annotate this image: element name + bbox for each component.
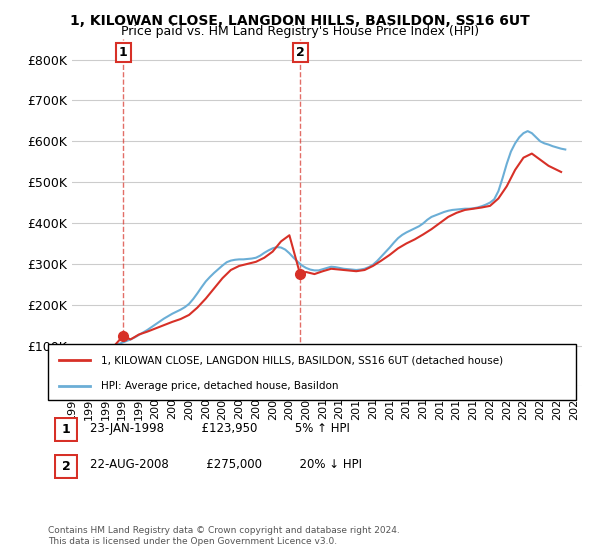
- Text: 1, KILOWAN CLOSE, LANGDON HILLS, BASILDON, SS16 6UT (detached house): 1, KILOWAN CLOSE, LANGDON HILLS, BASILDO…: [101, 355, 503, 365]
- FancyBboxPatch shape: [48, 344, 576, 400]
- Text: Price paid vs. HM Land Registry's House Price Index (HPI): Price paid vs. HM Land Registry's House …: [121, 25, 479, 38]
- Text: 23-JAN-1998          £123,950          5% ↑ HPI: 23-JAN-1998 £123,950 5% ↑ HPI: [90, 422, 350, 435]
- FancyBboxPatch shape: [55, 455, 77, 478]
- Text: 22-AUG-2008          £275,000          20% ↓ HPI: 22-AUG-2008 £275,000 20% ↓ HPI: [90, 458, 362, 472]
- Text: 2: 2: [296, 46, 304, 59]
- Text: 1, KILOWAN CLOSE, LANGDON HILLS, BASILDON, SS16 6UT: 1, KILOWAN CLOSE, LANGDON HILLS, BASILDO…: [70, 14, 530, 28]
- Text: HPI: Average price, detached house, Basildon: HPI: Average price, detached house, Basi…: [101, 381, 338, 391]
- Text: Contains HM Land Registry data © Crown copyright and database right 2024.
This d: Contains HM Land Registry data © Crown c…: [48, 526, 400, 546]
- FancyBboxPatch shape: [55, 418, 77, 441]
- Text: 1: 1: [62, 423, 70, 436]
- Text: 1: 1: [119, 46, 128, 59]
- Text: 2: 2: [62, 460, 70, 473]
